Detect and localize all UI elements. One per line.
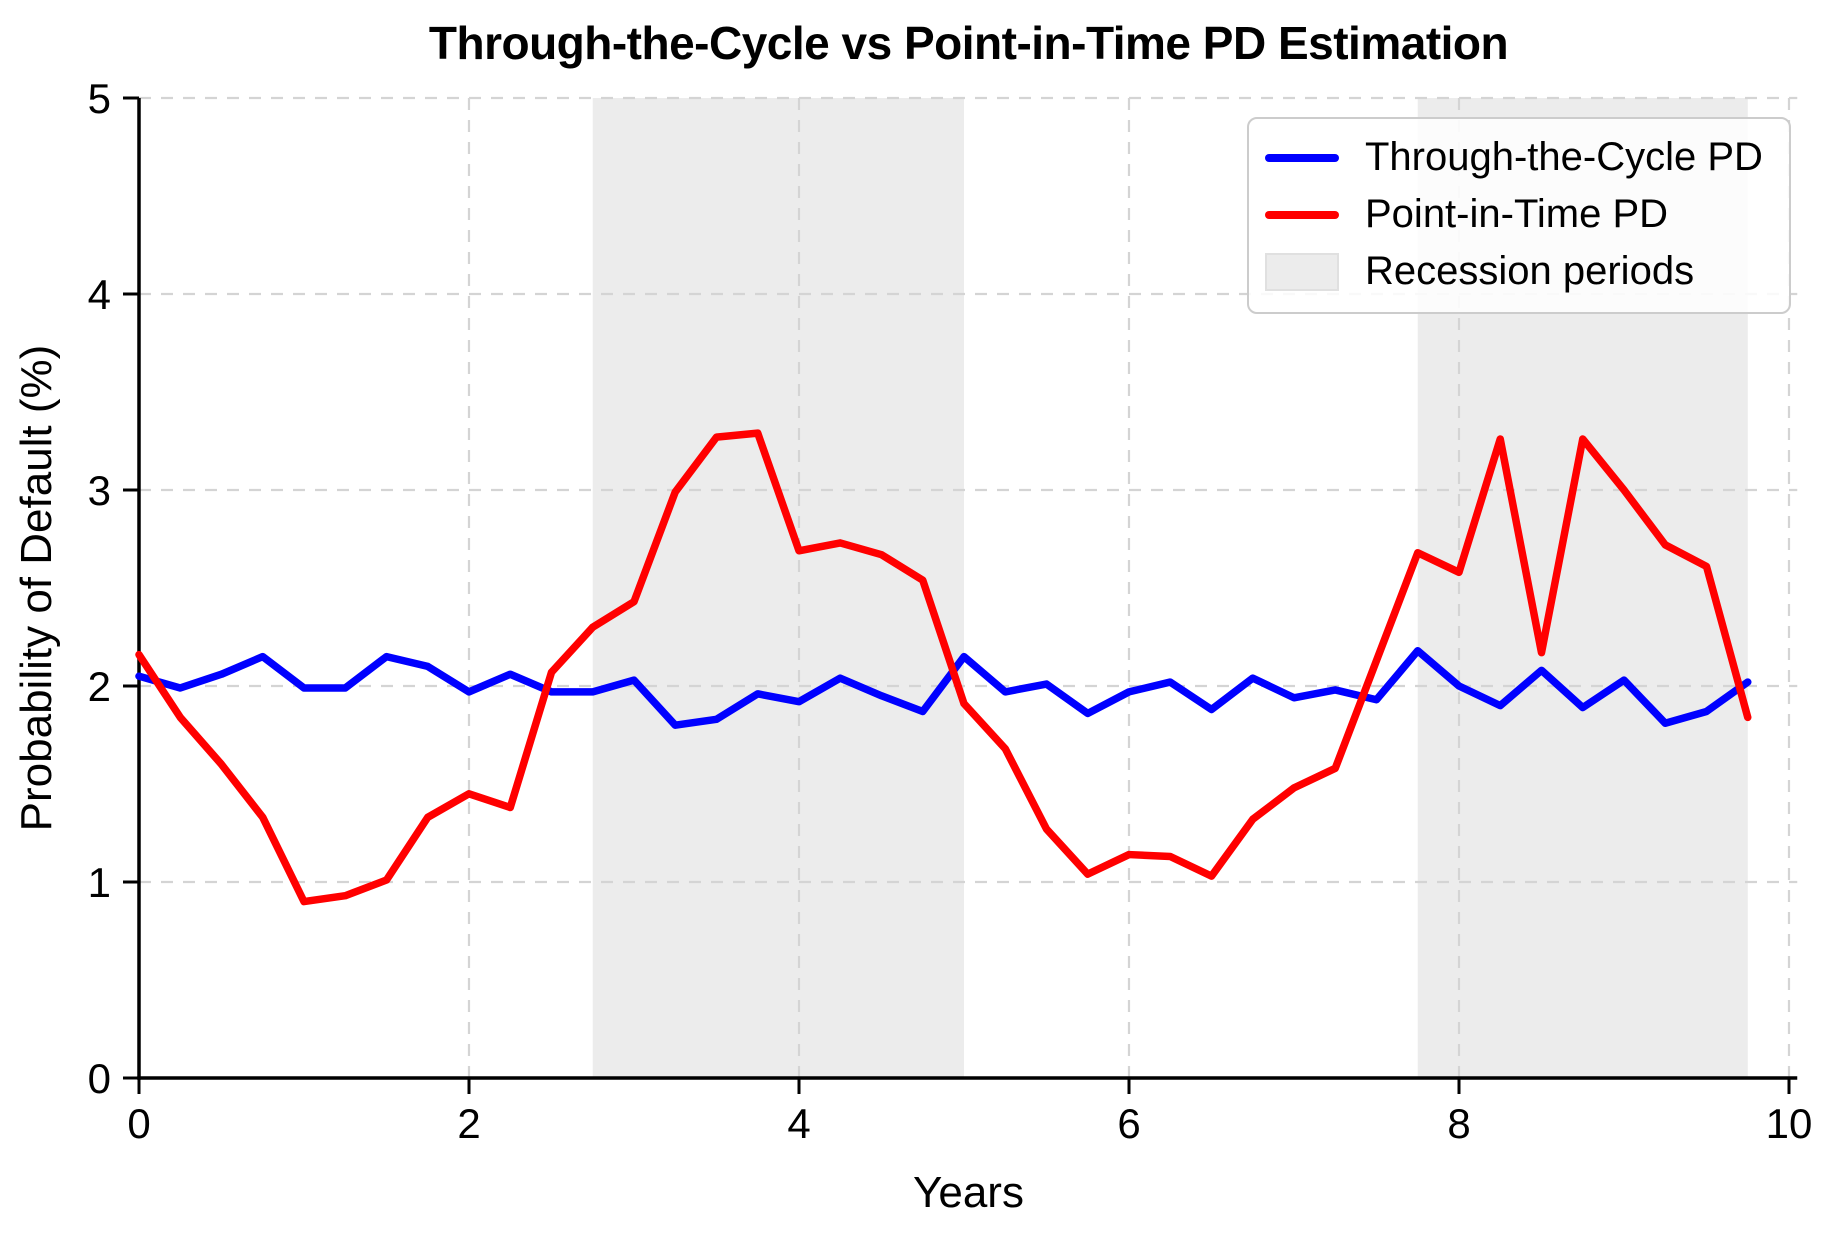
x-tick-label: 10 (1766, 1100, 1813, 1147)
y-axis-label: Probability of Default (%) (12, 344, 61, 832)
y-tick-label: 3 (88, 467, 111, 514)
x-tick-label: 0 (127, 1100, 150, 1147)
x-tick-label: 4 (787, 1100, 810, 1147)
pit-line-swatch (1265, 210, 1339, 219)
x-tick-label: 6 (1117, 1100, 1140, 1147)
x-axis-label: Years (913, 1168, 1024, 1217)
legend-item-pit: Point-in-Time PD (1265, 186, 1763, 243)
legend-label-pit: Point-in-Time PD (1365, 192, 1669, 236)
legend-label-ttc: Through-the-Cycle PD (1365, 135, 1763, 179)
recession-patch-swatch (1265, 252, 1339, 291)
ttc-line (135, 646, 1752, 729)
y-tick-label: 1 (88, 859, 111, 906)
y-tick-label: 0 (88, 1055, 111, 1102)
legend-label-recession: Recession periods (1365, 249, 1695, 293)
recession-band (592, 98, 964, 1078)
x-tick-label: 8 (1447, 1100, 1470, 1147)
ttc-line-swatch (1265, 153, 1339, 162)
y-tick-label: 4 (88, 271, 111, 318)
y-tick-label: 5 (88, 75, 111, 122)
legend-item-recession: Recession periods (1265, 243, 1763, 300)
legend-item-ttc: Through-the-Cycle PD (1265, 129, 1763, 186)
legend: Through-the-Cycle PD Point-in-Time PD Re… (1247, 117, 1791, 314)
pit-line (135, 429, 1752, 906)
y-tick-label: 2 (88, 663, 111, 710)
x-tick-label: 2 (457, 1100, 480, 1147)
chart-title: Through-the-Cycle vs Point-in-Time PD Es… (428, 17, 1509, 69)
